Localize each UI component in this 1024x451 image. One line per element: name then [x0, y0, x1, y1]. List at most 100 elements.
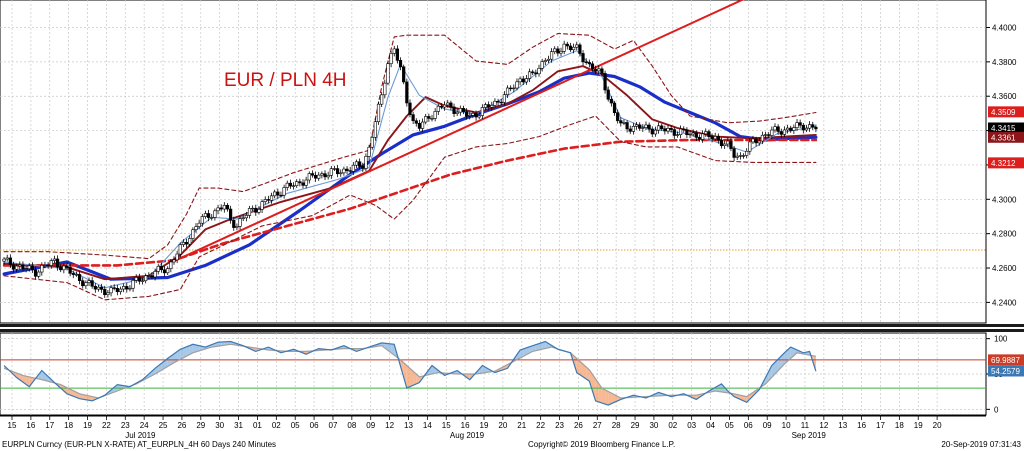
value-tag-box	[988, 354, 1024, 366]
candle	[691, 129, 695, 137]
osc-fill-segment	[192, 344, 196, 353]
candle	[701, 130, 705, 143]
candle-body	[625, 122, 629, 130]
candle-body	[650, 128, 654, 135]
osc-fill-segment	[605, 389, 609, 406]
candle-body	[710, 136, 714, 140]
candle	[235, 223, 239, 231]
candle	[254, 204, 258, 216]
candle	[455, 108, 459, 117]
candle-body	[153, 271, 157, 278]
candle	[499, 98, 503, 106]
candle-body	[726, 140, 730, 145]
candle-body	[732, 148, 736, 158]
x-tick-label: 15	[442, 421, 451, 430]
osc-fill-segment	[189, 344, 193, 355]
candle	[295, 179, 299, 188]
candle	[496, 98, 500, 106]
candle	[748, 138, 752, 155]
candle	[779, 128, 783, 138]
osc-fill-segment	[26, 376, 30, 387]
candle	[131, 278, 135, 292]
candle	[169, 259, 173, 273]
candle	[40, 262, 44, 276]
candle	[729, 138, 733, 152]
osc-fill-segment	[784, 350, 788, 365]
candle-body	[21, 264, 25, 270]
candle	[206, 209, 211, 222]
candle	[402, 64, 406, 85]
candle	[266, 195, 270, 204]
candle	[115, 284, 119, 296]
osc-fill-segment	[771, 362, 775, 378]
candle-body	[575, 44, 579, 48]
candle-body	[697, 137, 702, 140]
osc-fill-segment	[579, 361, 583, 377]
candle	[490, 101, 494, 111]
candle-body	[461, 108, 466, 112]
candle	[232, 216, 236, 231]
x-tick-label: 19	[83, 421, 92, 430]
candle	[578, 42, 582, 57]
x-tick-label: 18	[64, 421, 73, 430]
candle-body	[638, 124, 642, 129]
candle	[188, 235, 192, 247]
candle	[247, 205, 252, 219]
candle	[641, 124, 645, 132]
candle-body	[502, 94, 506, 103]
candle	[162, 266, 167, 277]
candle-body	[313, 174, 318, 179]
candle-body	[269, 195, 274, 201]
candle-body	[24, 268, 28, 270]
candle	[776, 124, 780, 135]
candle-body	[411, 114, 415, 122]
value-tag-box	[988, 157, 1024, 169]
candle-body	[546, 58, 551, 61]
candle-body	[631, 126, 635, 132]
x-tick-label: 17	[876, 421, 885, 430]
candle-body	[694, 132, 698, 138]
candle	[62, 263, 66, 274]
candle	[11, 261, 16, 273]
osc-tick-label: 0	[994, 405, 999, 414]
candle	[313, 171, 318, 182]
candle	[430, 114, 434, 122]
candle	[194, 223, 198, 233]
x-tick-label: 15	[8, 421, 17, 430]
candle-body	[653, 129, 658, 135]
x-tick-label: 26	[177, 421, 186, 430]
candle-body	[103, 289, 107, 296]
candle	[600, 66, 604, 77]
candle-body	[565, 43, 569, 47]
candle-body	[84, 282, 88, 287]
candle-body	[590, 63, 595, 70]
candle	[531, 69, 535, 75]
candle	[301, 179, 305, 189]
value-tag-box	[988, 106, 1024, 118]
candlesticks	[2, 40, 818, 298]
candle	[15, 263, 19, 273]
candle-body	[455, 111, 459, 114]
candle-body	[757, 140, 761, 144]
candle-body	[30, 265, 34, 271]
series-bollinger-upper	[3, 32, 817, 260]
candle-body	[373, 121, 377, 138]
candle-body	[128, 287, 132, 290]
osc-fill-segment	[67, 387, 71, 395]
candle	[304, 176, 308, 189]
candle	[597, 65, 601, 75]
candle	[789, 125, 793, 133]
candle-body	[172, 259, 176, 263]
osc-fill-segment	[523, 347, 527, 357]
candle	[122, 283, 126, 293]
x-tick-label: 12	[819, 421, 828, 430]
candle-body	[609, 98, 613, 104]
candle	[74, 271, 79, 277]
candle-body	[776, 126, 780, 132]
candle	[483, 102, 488, 111]
candle	[458, 105, 462, 116]
candle	[84, 280, 88, 289]
candle-body	[131, 280, 135, 289]
candle	[417, 119, 422, 132]
x-tick-label: 24	[140, 421, 149, 430]
